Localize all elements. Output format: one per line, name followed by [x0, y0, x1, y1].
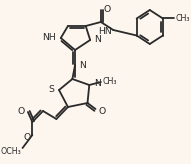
Text: O: O	[23, 133, 31, 143]
Text: CH₃: CH₃	[175, 14, 190, 23]
Text: CH₃: CH₃	[103, 78, 117, 86]
Text: NH: NH	[43, 33, 56, 42]
Text: OCH₃: OCH₃	[1, 146, 22, 155]
Text: N: N	[79, 61, 86, 70]
Text: O: O	[18, 106, 25, 115]
Text: N: N	[95, 35, 101, 44]
Text: O: O	[98, 106, 105, 115]
Text: S: S	[49, 85, 55, 94]
Text: O: O	[104, 6, 111, 14]
Text: N: N	[94, 80, 101, 89]
Text: HN: HN	[98, 27, 112, 35]
